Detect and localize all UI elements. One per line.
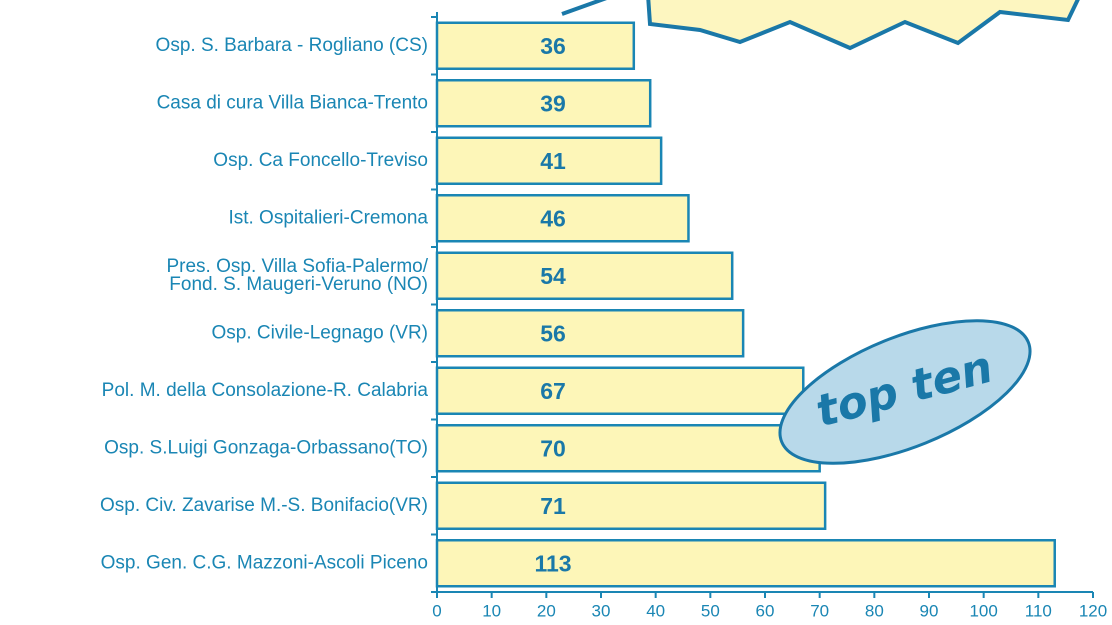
bar xyxy=(437,483,825,529)
data-label: 71 xyxy=(540,493,566,519)
x-tick-label: 110 xyxy=(1025,601,1052,620)
data-label: 36 xyxy=(540,33,566,59)
category-label: Osp. Ca Foncello-Treviso xyxy=(213,150,428,171)
bar xyxy=(437,23,634,69)
data-label: 56 xyxy=(540,320,566,346)
bar xyxy=(437,540,1055,586)
x-tick-label: 70 xyxy=(810,601,829,620)
data-label: 46 xyxy=(540,205,566,231)
x-tick-label: 30 xyxy=(592,601,611,620)
category-label: Pres. Osp. Villa Sofia-Palermo/Fond. S. … xyxy=(166,256,428,295)
x-tick-label: 0 xyxy=(432,601,441,620)
category-label: Osp. Civile-Legnago (VR) xyxy=(212,322,428,343)
bar xyxy=(437,310,743,356)
category-label: Pol. M. della Consolazione-R. Calabria xyxy=(102,380,429,401)
x-tick-label: 100 xyxy=(969,601,997,620)
x-tick-label: 120 xyxy=(1079,601,1107,620)
x-tick-label: 10 xyxy=(482,601,501,620)
category-label: Osp. S. Barbara - Rogliano (CS) xyxy=(156,35,428,56)
category-label: Osp. S.Luigi Gonzaga-Orbassano(TO) xyxy=(104,437,428,458)
category-label: Ist. Ospitalieri-Cremona xyxy=(228,207,428,228)
category-label: Osp. Gen. C.G. Mazzoni-Ascoli Piceno xyxy=(101,552,428,573)
data-label: 54 xyxy=(540,263,566,289)
data-label: 41 xyxy=(540,148,566,174)
chart: 0 10 20 30 40 50 60 70 80 90 100 110 120 36 Osp. S. Ba… xyxy=(0,0,1112,625)
data-label: 70 xyxy=(540,435,566,461)
data-label: 113 xyxy=(534,550,571,576)
category-label: Casa di cura Villa Bianca-Trento xyxy=(157,92,428,113)
x-tick-label: 40 xyxy=(646,601,665,620)
category-label: Osp. Civ. Zavarise M.-S. Bonifacio(VR) xyxy=(100,495,428,516)
bar xyxy=(437,253,732,299)
x-tick-label: 20 xyxy=(537,601,556,620)
data-label: 67 xyxy=(540,378,566,404)
data-label: 39 xyxy=(540,90,566,116)
x-tick-label: 90 xyxy=(920,601,939,620)
bar xyxy=(437,425,820,471)
category-label-line: Fond. S. Maugeri-Veruno (NO) xyxy=(169,274,428,295)
x-tick-label: 60 xyxy=(756,601,775,620)
x-tick-label: 50 xyxy=(701,601,720,620)
bar xyxy=(437,368,803,414)
burst-decoration xyxy=(648,0,1080,48)
burst-decoration xyxy=(562,0,615,14)
x-tick-label: 80 xyxy=(865,601,884,620)
